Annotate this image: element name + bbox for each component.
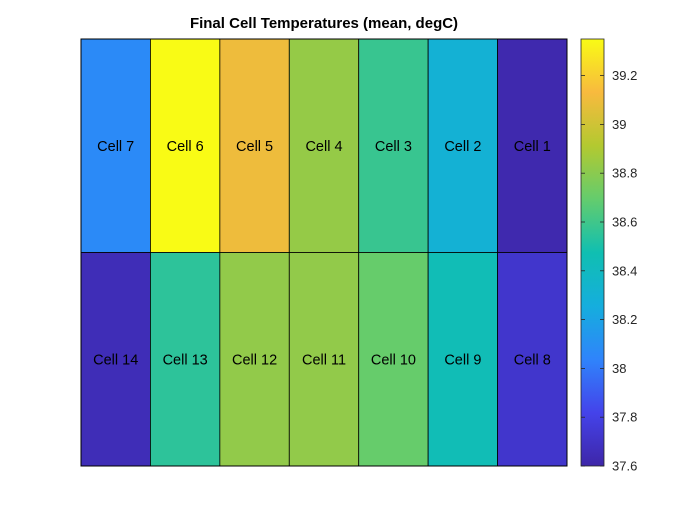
heatmap-border [80, 38, 568, 467]
colorbar-ticks: 37.6 37.8 38 38.2 38.4 38.6 38.8 39 39.2 [581, 68, 637, 474]
cell-label: Cell 9 [444, 352, 481, 368]
cell-label: Cell 10 [371, 352, 416, 368]
colorbar: 37.6 37.8 38 38.2 38.4 38.6 38.8 39 39.2 [580, 38, 637, 474]
cell-label: Cell 12 [232, 352, 277, 368]
heatmap-cells [80, 38, 568, 467]
cell-label: Cell 3 [375, 139, 412, 155]
colorbar-tick-label: 38.8 [612, 166, 637, 181]
colorbar-tick-label: 38.4 [612, 263, 637, 278]
heatmap-cell [358, 252, 429, 467]
cell-label: Cell 4 [305, 139, 342, 155]
cell-label: Cell 1 [514, 139, 551, 155]
heatmap-cell [427, 252, 498, 467]
colorbar-tick-label: 38 [612, 361, 626, 376]
cell-label: Cell 13 [163, 352, 208, 368]
colorbar-tick-label: 38.2 [612, 312, 637, 327]
colorbar-tick-label: 37.8 [612, 410, 637, 425]
colorbar-gradient [581, 39, 604, 466]
heatmap-cell [80, 252, 151, 467]
cell-label: Cell 6 [167, 139, 204, 155]
cell-label: Cell 5 [236, 139, 273, 155]
colorbar-border [580, 38, 605, 467]
heatmap-cell [150, 38, 221, 253]
colorbar-tick-label: 39 [612, 117, 626, 132]
heatmap-cell-labels: Cell 7 Cell 6 Cell 5 Cell 4 Cell 3 Cell 2 Cell… [93, 139, 551, 369]
heatmap-cell [219, 252, 290, 467]
heatmap-cell [497, 252, 568, 467]
chart-title: Final Cell Temperatures (mean, degC) [190, 15, 458, 32]
colorbar-tick-label: 39.2 [612, 68, 637, 83]
cell-label: Cell 8 [514, 352, 551, 368]
heatmap-cell [427, 38, 498, 253]
heatmap-cell [80, 38, 151, 253]
cell-label: Cell 2 [444, 139, 481, 155]
heatmap-cell [358, 38, 429, 253]
colorbar-tick-label: 38.6 [612, 215, 637, 230]
colorbar-tick-label: 37.6 [612, 459, 637, 474]
cell-label: Cell 7 [97, 139, 134, 155]
heatmap-cell [288, 38, 360, 253]
cell-label: Cell 11 [302, 352, 346, 368]
cell-label: Cell 14 [93, 352, 138, 368]
